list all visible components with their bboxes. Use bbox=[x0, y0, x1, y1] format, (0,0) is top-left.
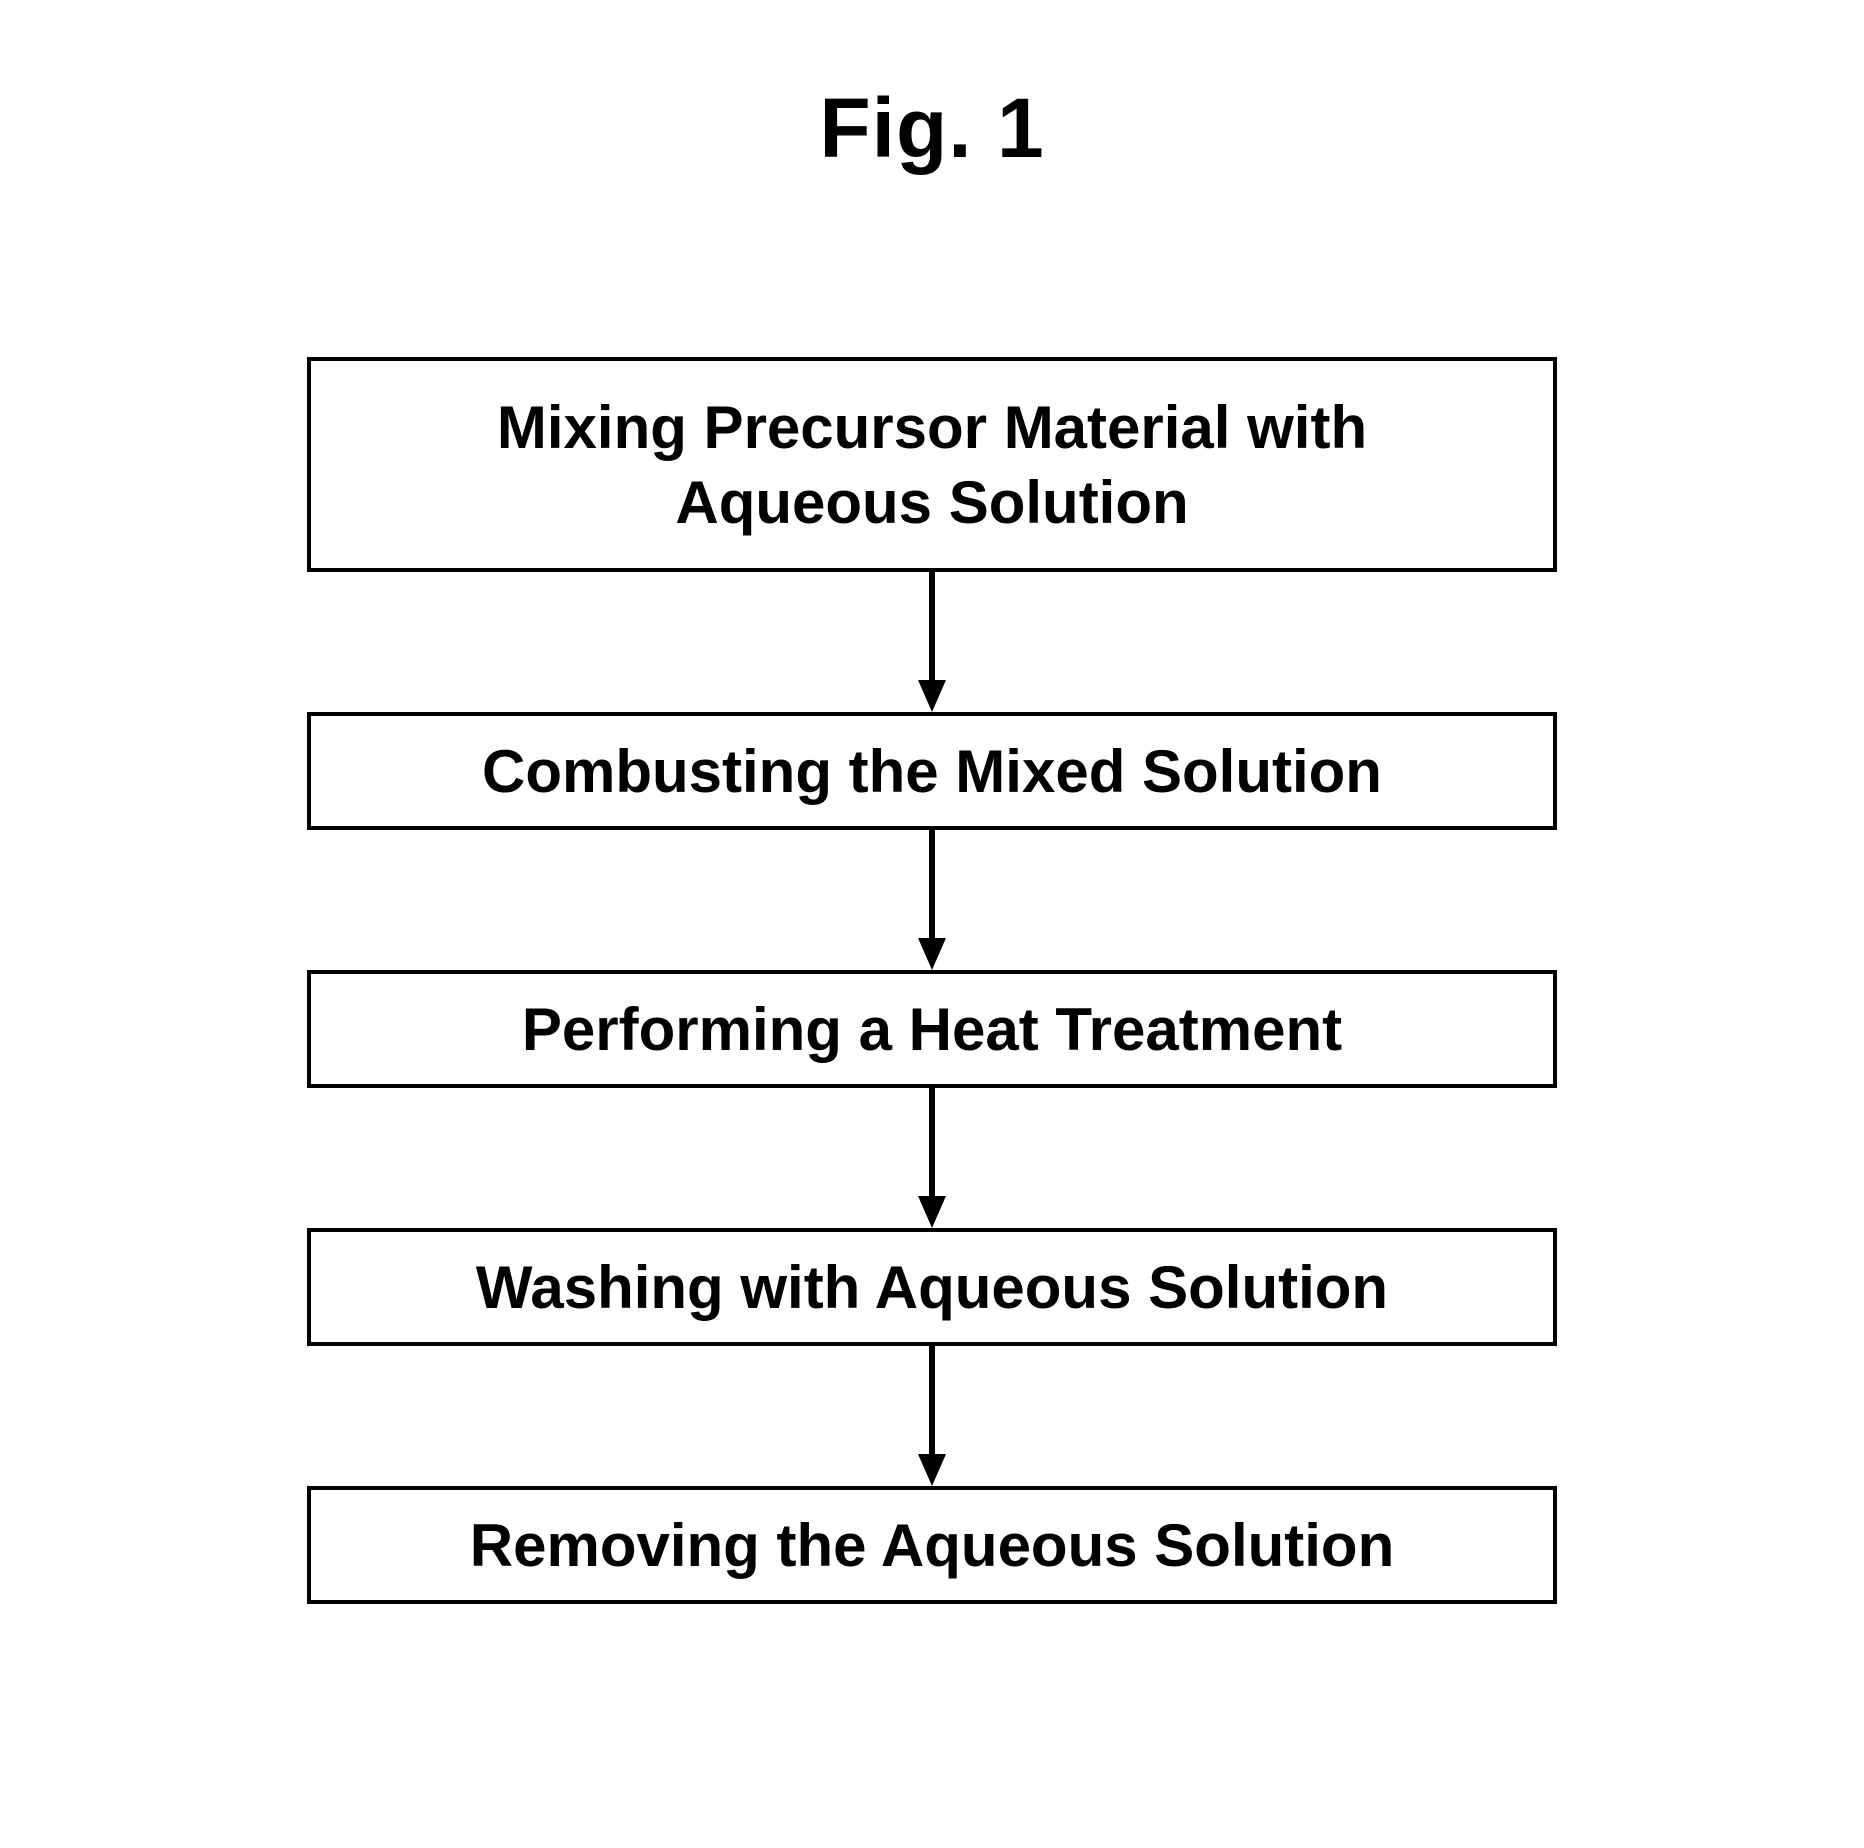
step-box-3: Performing a Heat Treatment bbox=[307, 970, 1557, 1088]
step-box-2: Combusting the Mixed Solution bbox=[307, 712, 1557, 830]
step-box-4: Washing with Aqueous Solution bbox=[307, 1228, 1557, 1346]
arrow-down-icon bbox=[914, 1088, 950, 1228]
flowchart-container: Mixing Precursor Material withAqueous So… bbox=[307, 357, 1557, 1604]
figure-title: Fig. 1 bbox=[819, 80, 1044, 177]
arrow-down-icon bbox=[914, 830, 950, 970]
step-box-5: Removing the Aqueous Solution bbox=[307, 1486, 1557, 1604]
arrow-down-icon bbox=[914, 1346, 950, 1486]
step-box-1: Mixing Precursor Material withAqueous So… bbox=[307, 357, 1557, 572]
arrow-down-icon bbox=[914, 572, 950, 712]
